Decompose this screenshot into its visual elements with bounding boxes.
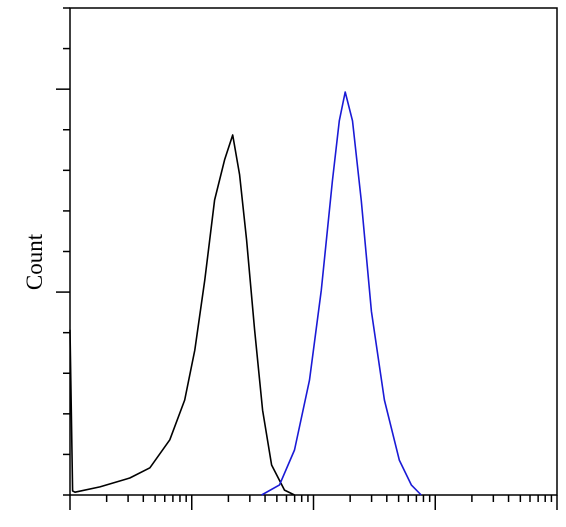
histogram-line xyxy=(69,134,295,496)
y-axis-label: Count xyxy=(22,233,47,290)
plot-frame xyxy=(69,7,558,496)
histogram-line xyxy=(261,91,422,496)
